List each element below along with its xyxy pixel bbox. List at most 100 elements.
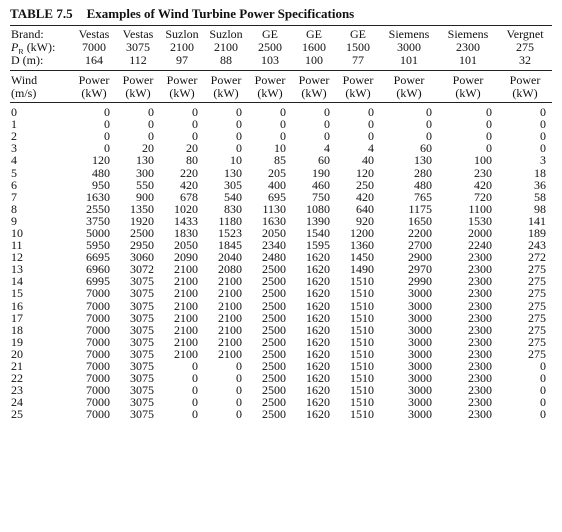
diameter-cell: 97 <box>160 54 204 71</box>
power-cell: 3075 <box>130 311 154 324</box>
table-row: 13 6960 3072 2100 2080 2500 1620 1490 2970 2300 27… <box>10 263 552 275</box>
power-cell: 58 <box>534 190 546 203</box>
power-cell: 3000 <box>408 372 432 385</box>
power-cell: 0 <box>540 372 546 385</box>
power-cell: 765 <box>414 190 432 203</box>
power-cell: 20 <box>186 142 198 155</box>
power-header: Power <box>393 73 425 87</box>
power-cell: 2500 <box>262 275 286 288</box>
power-cell: 130 <box>224 166 242 179</box>
power-cell: 275 <box>528 287 546 300</box>
power-cell: 2300 <box>468 263 492 276</box>
power-cell: 0 <box>192 105 198 119</box>
power-cell: 7000 <box>86 287 110 300</box>
power-cell: 2100 <box>218 287 242 300</box>
power-cell: 2300 <box>468 287 492 300</box>
power-cell: 4 <box>368 142 374 155</box>
power-cell: 1510 <box>350 408 374 421</box>
power-cell: 1510 <box>350 323 374 336</box>
power-cell: 243 <box>528 239 546 252</box>
power-cell: 2100 <box>174 263 198 276</box>
power-cell: 2100 <box>174 299 198 312</box>
power-cell: 18 <box>534 166 546 179</box>
wind-speed-cell: 21 <box>11 359 23 373</box>
table-caption: TABLE 7.5 Examples of Wind Turbine Power … <box>10 6 552 22</box>
power-cell: 2100 <box>218 335 242 348</box>
power-cell: 2000 <box>468 226 492 240</box>
wind-speed-cell: 1 <box>11 118 17 131</box>
power-cell: 920 <box>356 214 374 227</box>
power-cell: 0 <box>280 130 286 143</box>
power-cell: 2480 <box>262 251 286 264</box>
power-cell: 1530 <box>468 214 492 227</box>
power-cell: 3075 <box>130 323 154 336</box>
power-cell: 2900 <box>408 251 432 264</box>
power-cell: 1620 <box>306 347 330 360</box>
power-cell: 1200 <box>350 226 374 240</box>
power-cell: 1450 <box>350 251 374 264</box>
power-cell: 2300 <box>468 251 492 264</box>
power-cell: 3000 <box>408 287 432 300</box>
power-cell: 120 <box>92 154 110 167</box>
power-cell: 250 <box>356 178 374 191</box>
table-row: 7 1630 900 678 540 695 750 420 765 720 58 <box>10 191 552 203</box>
rated-power-cell: 1500 <box>346 41 370 54</box>
power-cell: 1433 <box>174 214 198 227</box>
wind-speed-cell: 12 <box>11 251 23 264</box>
wind-speed-cell: 14 <box>11 275 23 288</box>
power-cell: 2500 <box>262 323 286 336</box>
wind-speed-cell: 5 <box>11 166 17 179</box>
table-row: 18 7000 3075 2100 2100 2500 1620 1510 3000 2300 27… <box>10 324 552 336</box>
brand-cell: GE <box>262 27 278 41</box>
power-cell: 3075 <box>130 287 154 300</box>
power-cell: 20 <box>142 142 154 155</box>
table-row: 6 950 550 420 305 400 460 250 480 420 36 <box>10 179 552 191</box>
power-cell: 420 <box>356 190 374 203</box>
table-row: 9 3750 1920 1433 1180 1630 1390 920 1650 1530 141 <box>10 215 552 227</box>
power-cell: 0 <box>236 118 242 131</box>
wind-speed-cell: 9 <box>11 214 17 227</box>
power-cell: 0 <box>540 359 546 373</box>
power-cell: 3075 <box>130 372 154 385</box>
brand-label: Brand: <box>11 27 44 41</box>
power-cell: 272 <box>528 251 546 264</box>
power-header: Power <box>342 73 374 87</box>
rated-power-cell: 3075 <box>126 41 150 54</box>
power-cell: 7000 <box>86 335 110 348</box>
power-cell: 0 <box>540 105 546 119</box>
power-cell: 130 <box>414 154 432 167</box>
rated-power-row: PR (kW): 7000 3075 2100 2100 2500 1600 1500 3000… <box>10 41 552 54</box>
table-number: TABLE 7.5 <box>10 6 73 21</box>
power-cell: 85 <box>274 154 286 167</box>
power-cell: 1490 <box>350 263 374 276</box>
power-cell: 3075 <box>130 396 154 409</box>
power-cell: 130 <box>136 154 154 167</box>
power-cell: 1510 <box>350 311 374 324</box>
power-cell: 480 <box>414 178 432 191</box>
power-cell: 120 <box>356 166 374 179</box>
diameter-cell: 103 <box>248 54 292 71</box>
wind-speed-cell: 8 <box>11 202 17 215</box>
power-cell: 40 <box>362 154 374 167</box>
table-row: 0 0 0 0 0 0 0 0 0 0 0 <box>10 103 552 119</box>
rated-power-cell: 2500 <box>258 41 282 54</box>
power-cell: 1175 <box>408 202 432 215</box>
power-cell: 10 <box>230 154 242 167</box>
power-cell: 3075 <box>130 299 154 312</box>
brand-cell: Vestas <box>122 27 154 41</box>
rated-power-label: PR (kW): <box>10 41 72 54</box>
power-cell: 1620 <box>306 359 330 373</box>
power-cell: 5950 <box>86 239 110 252</box>
diameter-label: D (m): <box>10 54 72 71</box>
power-cell: 2300 <box>468 275 492 288</box>
power-cell: 1510 <box>350 275 374 288</box>
table-row: 1 0 0 0 0 0 0 0 0 0 0 <box>10 118 552 130</box>
power-cell: 2970 <box>408 263 432 276</box>
wind-speed-cell: 18 <box>11 323 23 336</box>
power-cell: 3075 <box>130 384 154 397</box>
power-cell: 2300 <box>468 359 492 373</box>
power-cell: 640 <box>356 202 374 215</box>
power-cell: 1180 <box>218 214 242 227</box>
power-cell: 0 <box>324 118 330 131</box>
table-row: 25 7000 3075 0 0 2500 1620 1510 3000 2300 0 <box>10 408 552 420</box>
